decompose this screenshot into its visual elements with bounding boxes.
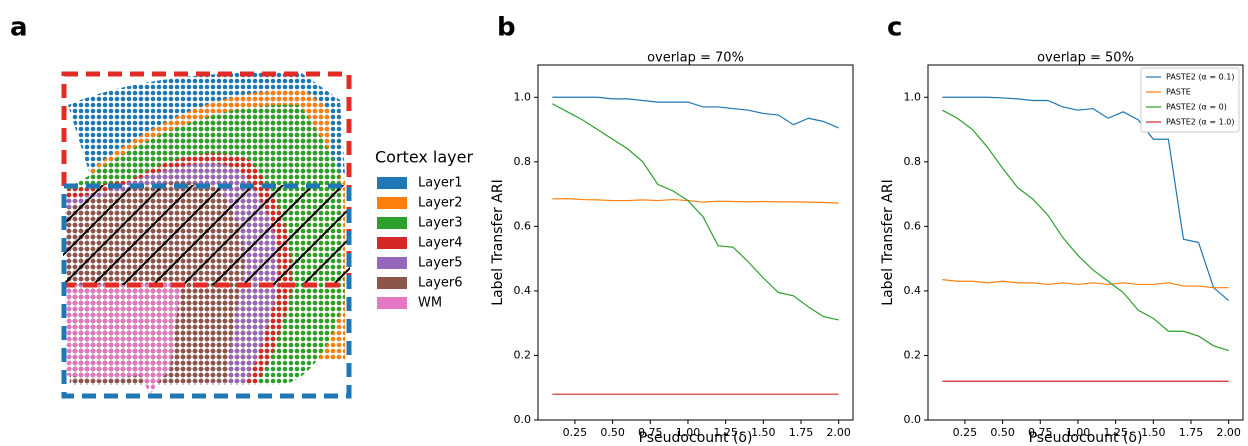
legend-swatch [377,177,407,189]
y-tick-label: 0.6 [904,219,922,232]
series-line [942,109,1229,352]
y-tick-label: 1.0 [514,90,532,103]
x-tick-label: 1.00 [676,426,701,439]
plot-frame [927,64,1244,421]
x-tick-label: 2.00 [826,426,851,439]
y-tick-label: 0.8 [904,155,922,168]
red-box [61,71,352,288]
panel-label: c [887,13,902,43]
y-axis-label: Label Transfer ARI [880,179,896,305]
legend-label: PASTE2 (α = 1.0) [1166,118,1234,127]
blue-box [61,183,352,399]
legend-label: PASTE2 (α = 0.1) [1166,73,1234,82]
y-tick-label: 0.4 [514,284,532,297]
series-line [552,198,839,204]
y-axis-label: Label Transfer ARI [490,179,506,305]
y-tick-label: 1.0 [904,90,922,103]
series-line [942,279,1229,289]
legend-swatch [377,297,407,309]
tissue-image [65,71,345,395]
x-tick-label: 1.50 [751,426,776,439]
tissue-region [65,283,185,395]
legend-label: Layer6 [418,276,463,291]
y-tick-label: 0.2 [904,348,922,361]
y-tick-label: 0.8 [514,155,532,168]
series-line [552,96,839,129]
panel-label: b [497,13,516,43]
plot-frame [537,64,854,421]
legend-label: PASTE [1166,88,1191,97]
panel-label: a [10,13,28,43]
legend-swatch [377,237,407,249]
x-tick-label: 0.25 [953,426,978,439]
x-tick-label: 0.50 [990,426,1015,439]
y-tick-label: 0.2 [514,348,532,361]
x-tick-label: 1.25 [1103,426,1128,439]
x-tick-label: 2.00 [1216,426,1241,439]
x-tick-label: 1.50 [1141,426,1166,439]
x-tick-label: 1.00 [1066,426,1091,439]
y-tick-label: 0.0 [514,413,532,426]
x-tick-label: 1.75 [789,426,814,439]
y-tick-label: 0.4 [904,284,922,297]
x-tick-label: 0.25 [563,426,588,439]
chart-title: overlap = 70% [647,51,744,66]
legend-label: Layer2 [418,196,463,211]
legend-label: Layer5 [418,256,463,271]
x-axis-label: Pseudocount (δ) [1029,430,1143,446]
y-tick-label: 0.0 [904,413,922,426]
series-line [942,96,1230,302]
x-axis-label: Pseudocount (δ) [639,430,753,446]
chart-title: overlap = 50% [1037,51,1134,66]
legend-label: Layer4 [418,236,463,251]
legend-label: Layer3 [418,216,463,231]
y-tick-label: 0.6 [514,219,532,232]
x-tick-label: 0.75 [638,426,663,439]
x-tick-label: 1.25 [713,426,738,439]
x-tick-label: 0.50 [600,426,625,439]
legend-label: Layer1 [418,176,463,191]
series-line [552,103,839,321]
legend-swatch [377,197,407,209]
legend-swatch [377,277,407,289]
legend-box [1140,67,1240,133]
legend-title: Cortex layer [375,148,473,167]
x-tick-label: 1.75 [1179,426,1204,439]
legend-label: WM [418,296,442,311]
x-tick-label: 0.75 [1028,426,1053,439]
legend-swatch [377,257,407,269]
legend-swatch [377,217,407,229]
legend-label: PASTE2 (α = 0) [1166,103,1227,112]
